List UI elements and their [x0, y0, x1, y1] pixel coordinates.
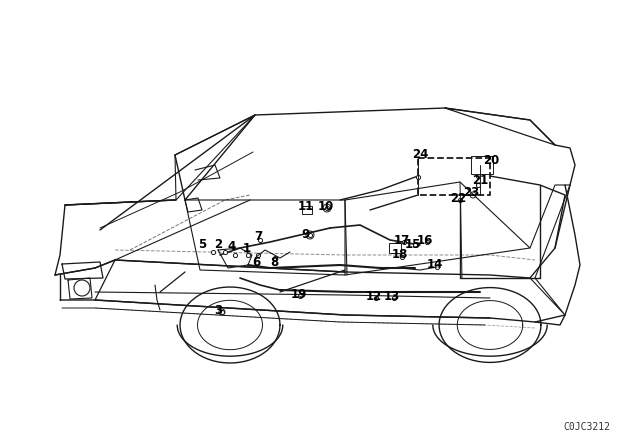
Text: C0JC3212: C0JC3212 — [563, 422, 610, 432]
Text: 18: 18 — [392, 249, 408, 262]
Text: 15: 15 — [405, 237, 421, 250]
Text: 19: 19 — [291, 288, 307, 301]
Text: 3: 3 — [214, 303, 222, 316]
Text: 17: 17 — [394, 233, 410, 246]
Text: 20: 20 — [483, 155, 499, 168]
Text: 24: 24 — [412, 148, 428, 161]
Text: 1: 1 — [243, 241, 251, 254]
Text: 10: 10 — [318, 201, 334, 214]
Text: 7: 7 — [254, 231, 262, 244]
Text: 16: 16 — [417, 233, 433, 246]
Text: 12: 12 — [366, 290, 382, 303]
Text: 14: 14 — [427, 258, 443, 271]
Bar — [389, 243, 401, 253]
Text: 11: 11 — [298, 201, 314, 214]
Text: 23: 23 — [463, 186, 479, 199]
Text: 8: 8 — [270, 255, 278, 268]
Bar — [471, 156, 493, 174]
Bar — [302, 206, 312, 214]
Text: 13: 13 — [384, 290, 400, 303]
Text: 9: 9 — [302, 228, 310, 241]
Text: 2: 2 — [214, 238, 222, 251]
Text: 22: 22 — [450, 191, 466, 204]
Text: 21: 21 — [472, 175, 488, 188]
Text: 5: 5 — [198, 238, 206, 251]
Text: 4: 4 — [228, 240, 236, 253]
Text: 6: 6 — [252, 255, 260, 268]
